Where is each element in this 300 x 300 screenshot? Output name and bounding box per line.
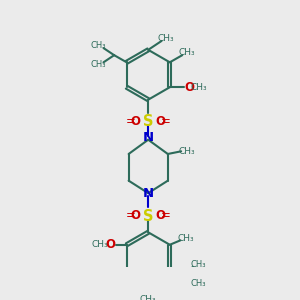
Text: CH₃: CH₃ — [178, 48, 195, 57]
Text: =: = — [125, 115, 135, 128]
Text: =: = — [125, 209, 135, 222]
Text: CH₃: CH₃ — [178, 234, 194, 243]
Text: CH₃: CH₃ — [191, 83, 208, 92]
Text: CH₃: CH₃ — [190, 260, 206, 269]
Text: O: O — [106, 238, 116, 251]
Text: O: O — [131, 115, 141, 128]
Text: O: O — [184, 81, 194, 94]
Text: CH₃: CH₃ — [190, 279, 206, 288]
Text: S: S — [143, 114, 154, 129]
Text: CH₃: CH₃ — [90, 41, 106, 50]
Text: O: O — [156, 115, 166, 128]
Text: N: N — [143, 131, 154, 145]
Text: CH₃: CH₃ — [92, 240, 108, 249]
Text: S: S — [143, 209, 154, 224]
Text: =: = — [161, 115, 171, 128]
Text: CH₃: CH₃ — [90, 61, 106, 70]
Text: N: N — [143, 187, 154, 200]
Text: CH₃: CH₃ — [140, 296, 157, 300]
Text: CH₃: CH₃ — [158, 34, 174, 43]
Text: O: O — [131, 209, 141, 222]
Text: O: O — [156, 209, 166, 222]
Text: CH₃: CH₃ — [178, 147, 195, 156]
Text: =: = — [161, 209, 171, 222]
